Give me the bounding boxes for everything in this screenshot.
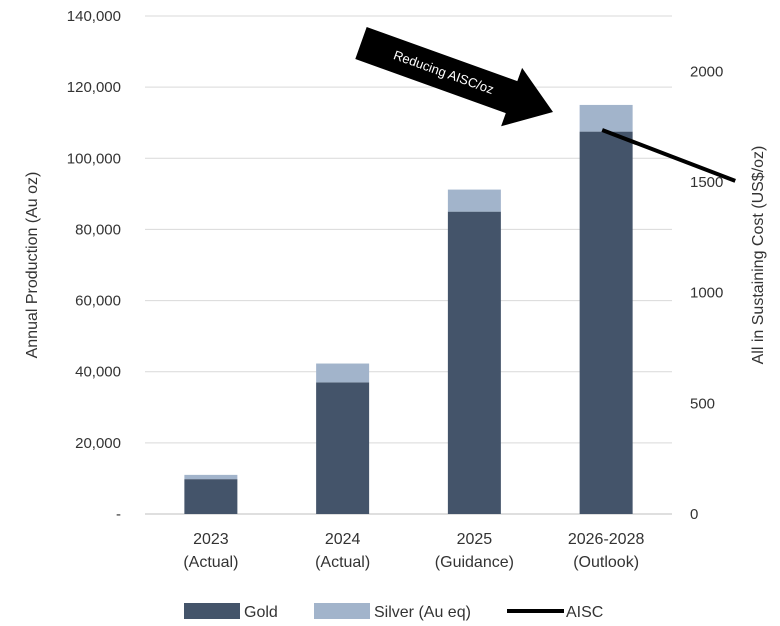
bar-silver-au-eq-2 — [447, 189, 501, 212]
y2-tick-label-1: 500 — [690, 395, 715, 412]
y-tick-label-2: 40,000 — [75, 364, 121, 381]
left-axis-ticks: - 20,000 40,000 60,000 80,000 100,000 120,000 1… — [67, 8, 121, 523]
category-label-3-0: 2026-2028 — [568, 531, 645, 548]
y2-tick-label-2: 1000 — [690, 285, 723, 302]
left-axis-title: Annual Production (Au oz) — [24, 172, 41, 359]
y2-tick-label-3: 1500 — [690, 174, 723, 191]
reducing-aisc-arrow — [355, 27, 553, 127]
bar-silver-au-eq-1 — [316, 363, 370, 383]
y2-tick-label-0: 0 — [690, 506, 698, 523]
gridlines — [145, 15, 672, 515]
legend-swatch-gold — [184, 603, 240, 619]
right-axis-title: All in Sustaining Cost (US$/oz) — [750, 146, 767, 365]
right-axis-ticks: 0 500 1000 1500 2000 — [690, 63, 723, 523]
bar-silver-au-eq-0 — [184, 474, 238, 480]
legend-label-gold: Gold — [244, 604, 278, 621]
bar-gold-2 — [447, 211, 501, 514]
y-tick-label-3: 60,000 — [75, 293, 121, 310]
category-label-2-1: (Guidance) — [435, 554, 514, 571]
y-tick-label-0: - — [116, 506, 121, 523]
category-label-0-1: (Actual) — [183, 554, 238, 571]
legend-swatch-silver — [314, 603, 370, 619]
legend-label-aisc: AISC — [566, 604, 603, 621]
aisc-line-group — [601, 128, 736, 183]
legend: Gold Silver (Au eq) AISC — [184, 603, 603, 621]
y2-tick-label-4: 2000 — [690, 63, 723, 80]
reducing-aisc-annotation: Reducing AISC/oz — [355, 27, 553, 127]
bar-gold-1 — [316, 382, 370, 514]
y-tick-label-4: 80,000 — [75, 221, 121, 238]
category-label-0-0: 2023 — [193, 531, 229, 548]
category-label-2-0: 2025 — [457, 531, 493, 548]
bar-gold-0 — [184, 479, 238, 514]
legend-label-silver: Silver (Au eq) — [374, 604, 471, 621]
y-tick-label-7: 140,000 — [67, 8, 121, 25]
bar-gold-3 — [579, 131, 633, 514]
bar-silver-au-eq-3 — [579, 104, 633, 132]
category-label-1-1: (Actual) — [315, 554, 370, 571]
aisc-line — [601, 128, 736, 183]
category-labels: 2023 (Actual) 2024 (Actual) 2025 (Guidance) 20… — [183, 531, 644, 571]
category-label-3-1: (Outlook) — [573, 554, 639, 571]
y-tick-label-1: 20,000 — [75, 435, 121, 452]
y-tick-label-5: 100,000 — [67, 150, 121, 167]
y-tick-label-6: 120,000 — [67, 79, 121, 96]
category-label-1-0: 2024 — [325, 531, 361, 548]
bars — [184, 104, 633, 514]
